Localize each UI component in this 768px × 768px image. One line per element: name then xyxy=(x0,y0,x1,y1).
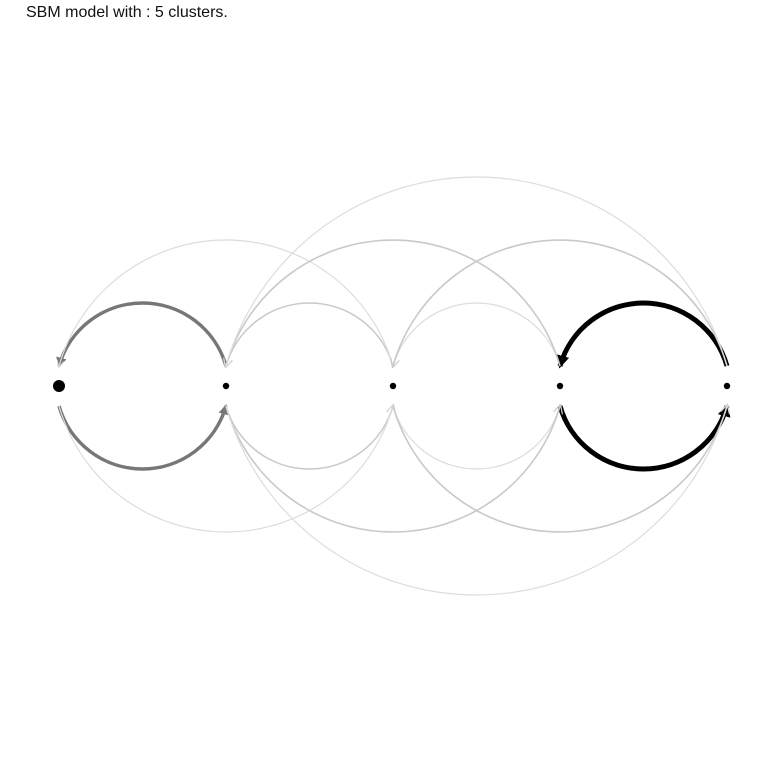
diagram-title: SBM model with : 5 clusters. xyxy=(26,4,228,21)
edge-c2-to-c3 xyxy=(225,406,393,470)
edge-c2-to-c1 xyxy=(56,301,228,369)
node-c5 xyxy=(723,382,731,390)
edges-layer xyxy=(56,176,731,596)
node-c1 xyxy=(53,380,65,392)
edge-c1-to-c2 xyxy=(57,403,229,471)
edge-c4-to-c5 xyxy=(557,403,731,472)
node-c4 xyxy=(556,382,564,390)
edge-c1-to-c3 xyxy=(58,406,393,533)
nodes-layer xyxy=(53,380,731,392)
edge-c2-to-c4 xyxy=(225,406,560,533)
edge-c3-to-c5 xyxy=(392,406,727,533)
edge-c5-to-c2 xyxy=(226,176,728,366)
edge-c5-to-c4 xyxy=(556,300,730,369)
node-c2 xyxy=(222,382,230,390)
node-c3 xyxy=(389,382,397,390)
edge-c3-to-c1 xyxy=(59,239,394,366)
edge-c5-to-c3 xyxy=(393,239,728,366)
edge-c3-to-c4 xyxy=(392,406,560,470)
edge-c2-to-c5 xyxy=(225,406,727,596)
edge-c3-to-c2 xyxy=(226,302,394,366)
edge-c4-to-c2 xyxy=(226,239,561,366)
edge-c4-to-c3 xyxy=(393,302,561,366)
